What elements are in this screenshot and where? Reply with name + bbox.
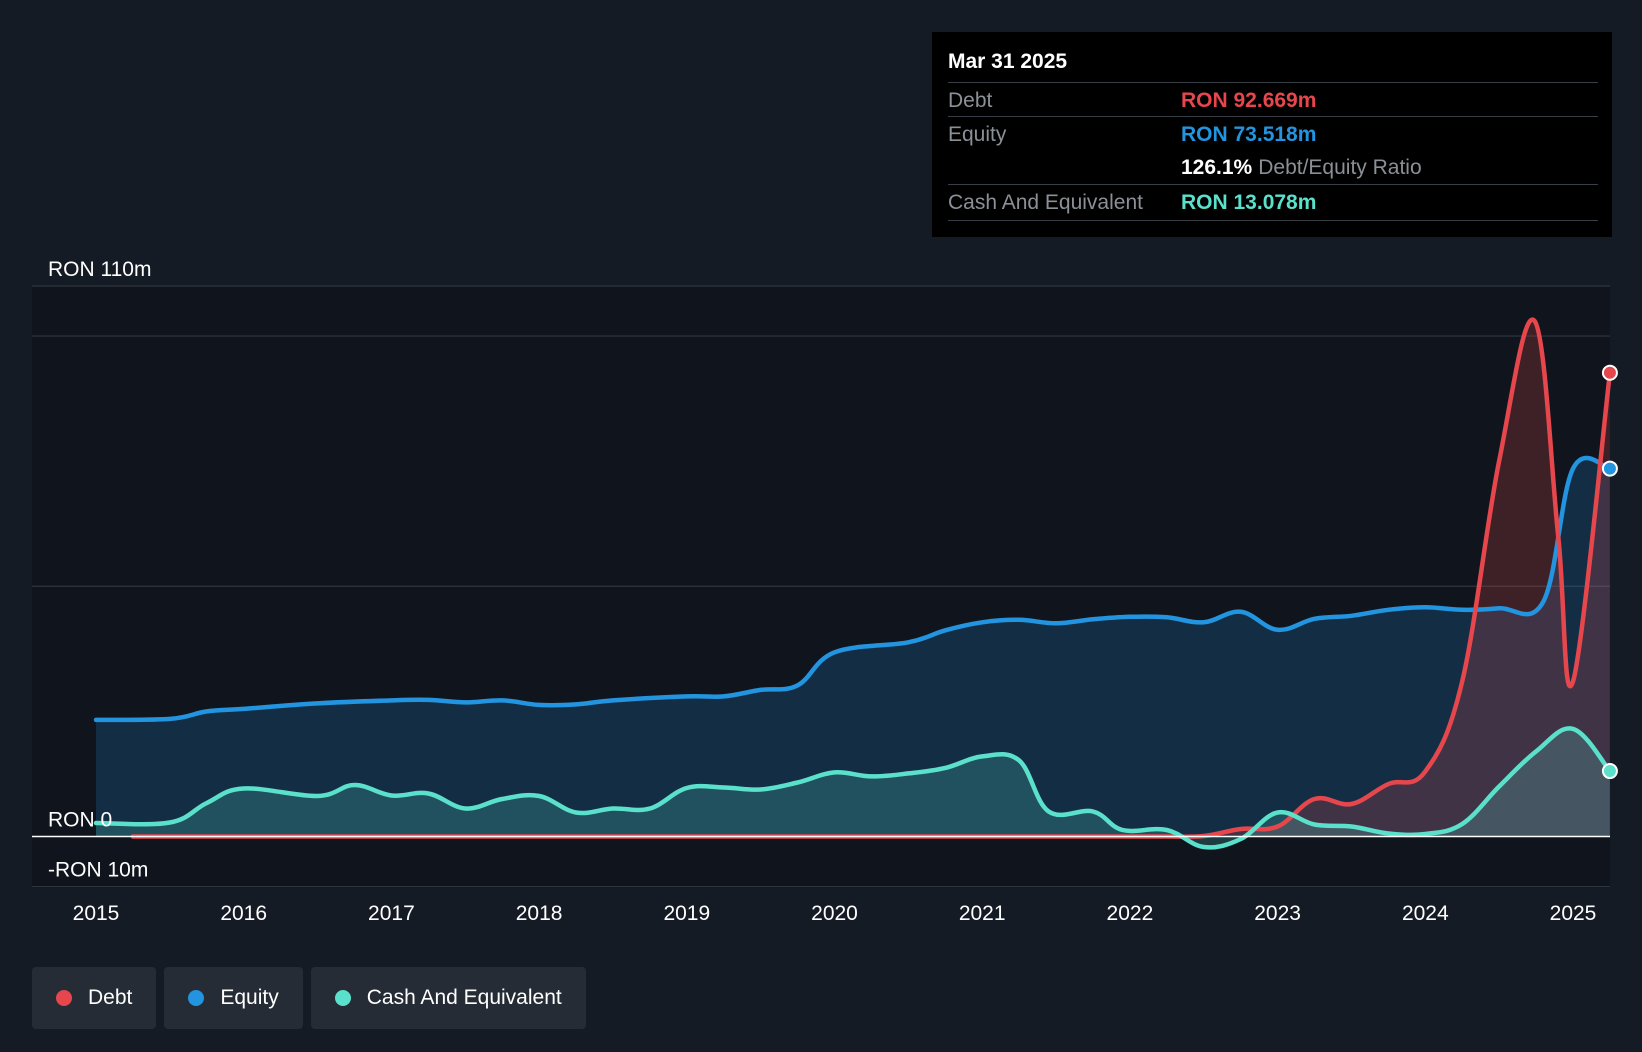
legend-debt-dot [56, 990, 72, 1006]
y-axis-labels: RON 110m RON 0 -RON 10m [48, 258, 151, 882]
equity-endpoint [1601, 460, 1618, 477]
x-tick-label: 2024 [1402, 902, 1449, 925]
legend-cash-label: Cash And Equivalent [366, 986, 562, 1009]
tooltip-debt-row: Debt RON 92.669m [948, 82, 1598, 117]
x-tick-label: 2019 [663, 902, 710, 925]
x-axis-labels: 2015 2016 2017 2018 2019 2020 2021 2022 2023 2024… [73, 902, 1597, 925]
x-tick-label: 2023 [1254, 902, 1301, 925]
series-endpoints [1601, 364, 1618, 780]
tooltip-equity-label: Equity [948, 123, 1007, 146]
x-tick-label: 2020 [811, 902, 858, 925]
tooltip-debt-value: RON 92.669m [1181, 89, 1317, 112]
legend-cash-dot [334, 990, 351, 1006]
legend-cash[interactable]: Cash And Equivalent [310, 967, 586, 1029]
equity-line [93, 455, 1613, 723]
tooltip-cash-row: Cash And Equivalent RON 13.078m [948, 184, 1598, 219]
tooltip-equity-row: Equity RON 73.518m [948, 116, 1598, 151]
gridlines [32, 285, 1610, 888]
y-tick-label: RON 110m [48, 258, 151, 281]
tooltip-ratio-value: 126.1% [1181, 156, 1253, 179]
series-areas [96, 319, 1610, 848]
plot-background [32, 286, 1610, 888]
x-tick-label: 2021 [959, 902, 1006, 925]
tooltip-cash-value: RON 13.078m [1181, 191, 1317, 214]
tooltip-debt-label: Debt [948, 89, 993, 112]
legend-equity-dot [188, 990, 205, 1006]
tooltip: Mar 31 2025 Debt RON 92.669m Equity RON … [932, 32, 1612, 237]
x-tick-label: 2015 [73, 902, 120, 925]
tooltip-date: Mar 31 2025 [948, 50, 1068, 73]
x-tick-label: 2022 [1107, 902, 1154, 925]
x-tick-label: 2018 [516, 902, 563, 925]
legend-debt-label: Debt [88, 986, 133, 1009]
tooltip-ratio-row: 126.1% Debt/Equity Ratio [948, 150, 1598, 184]
cash-and-equivalent-area [96, 728, 1610, 848]
x-tick-label: 2017 [368, 902, 415, 925]
cash-and-equivalent-line [93, 726, 1613, 850]
legend: Debt Equity Cash And Equivalent [32, 967, 586, 1029]
tooltip-divider [948, 220, 1598, 221]
equity-area [96, 457, 1610, 837]
debt-endpoint [1601, 364, 1618, 381]
x-tick-label: 2016 [220, 902, 267, 925]
tooltip-ratio-label: Debt/Equity Ratio [1258, 156, 1422, 179]
legend-debt[interactable]: Debt [32, 967, 157, 1029]
y-tick-label: RON 0 [48, 809, 112, 832]
debt-area [132, 319, 1610, 837]
tooltip-equity-value: RON 73.518m [1181, 123, 1317, 146]
legend-equity-label: Equity [220, 986, 279, 1009]
tooltip-cash-label: Cash And Equivalent [948, 191, 1143, 214]
cash-and-equivalent-endpoint [1601, 763, 1618, 780]
y-tick-label: -RON 10m [48, 859, 148, 882]
legend-equity[interactable]: Equity [164, 967, 303, 1029]
x-tick-label: 2025 [1550, 902, 1597, 925]
